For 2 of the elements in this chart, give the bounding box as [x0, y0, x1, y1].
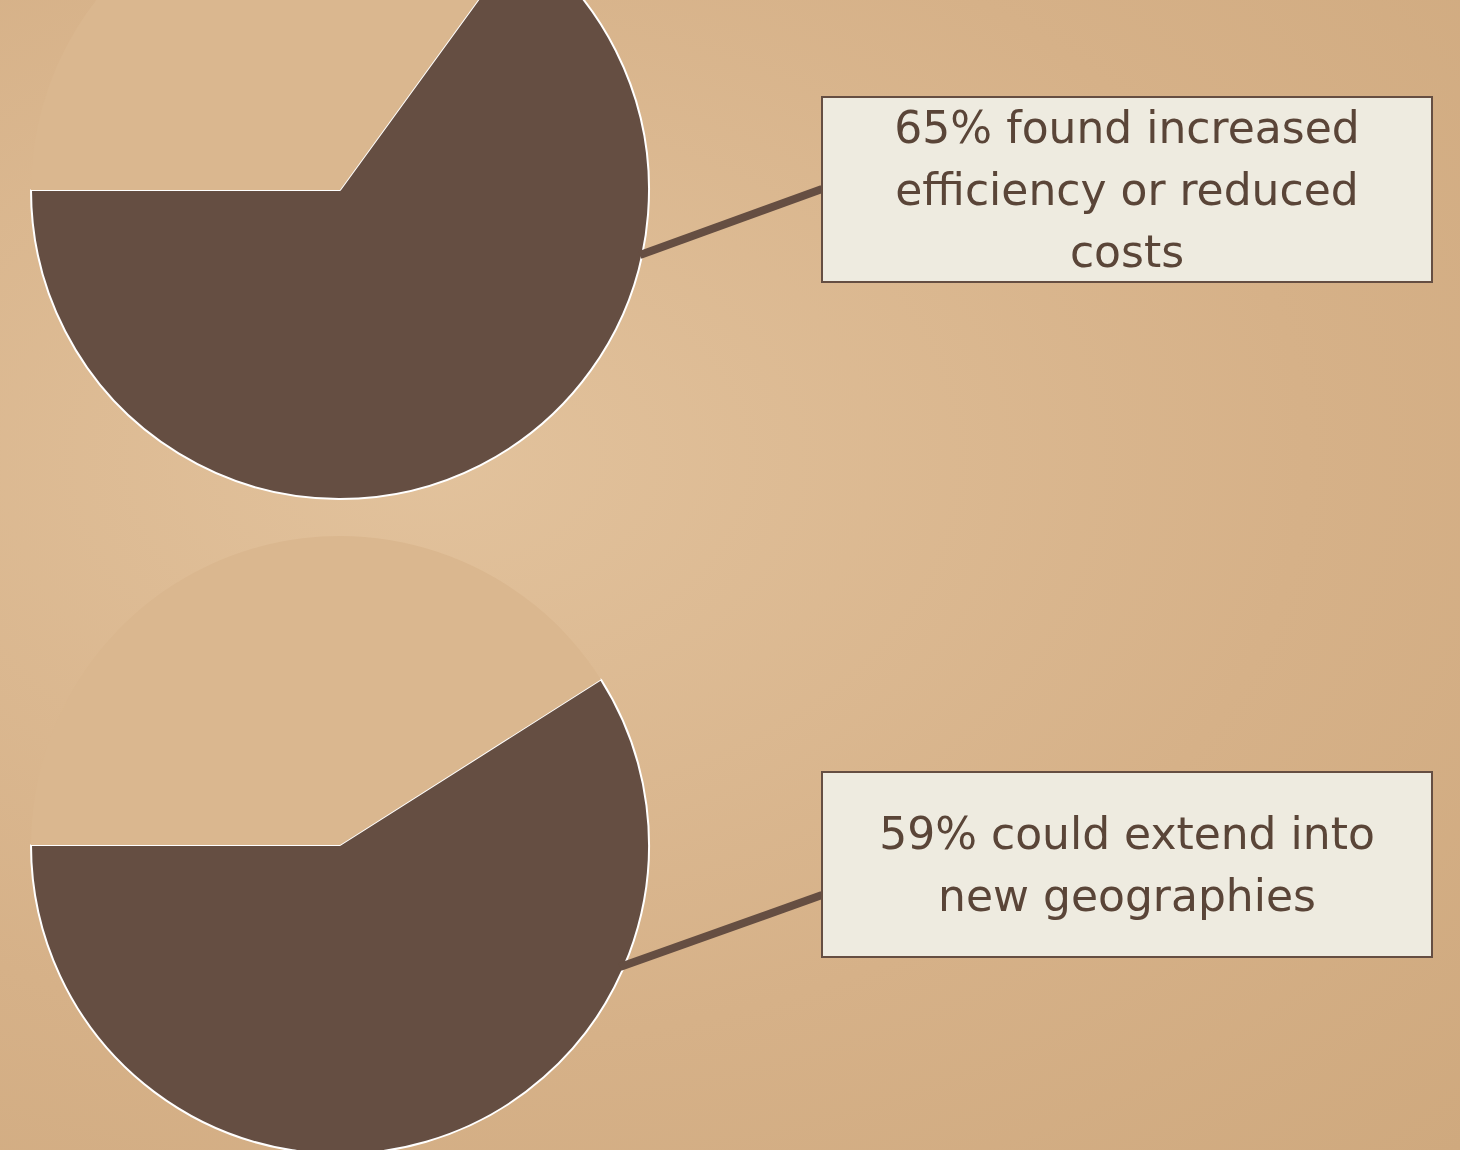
slice-label: 59% could extend into new geographies [821, 771, 1433, 958]
slice-label: 65% found increased efficiency or reduced costs [821, 96, 1433, 283]
